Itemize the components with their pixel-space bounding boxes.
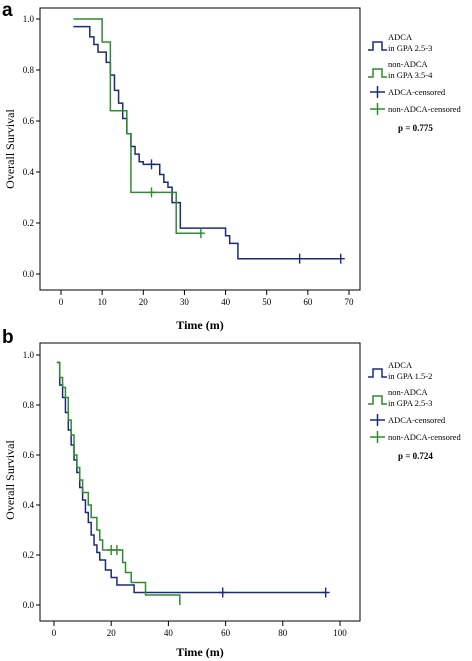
legend-b-line1-sublabel: in GPA 1.5-2 [388, 371, 432, 381]
panel-b-xlabel: Time (m) [176, 645, 223, 659]
legend-line-nonadca-a [368, 68, 387, 78]
legend-a-line2-label: non-ADCA [388, 59, 429, 69]
y-tick-label-b: 0.0 [23, 600, 35, 610]
y-tick-label-b: 0.2 [23, 550, 34, 560]
x-tick-label-b: 0 [52, 628, 57, 638]
censor-mark-adca-a [336, 253, 345, 264]
legend-censor-adca-a [370, 86, 385, 98]
legend-line-adca-b [368, 368, 387, 378]
censor-mark-nonadca-a [147, 187, 156, 198]
y-tick-label-a: 0.2 [23, 218, 34, 228]
survival-curve-nonadca-a [73, 18, 201, 234]
panel-b-ylabel: Overall Survival [3, 440, 17, 520]
panel-a-series [73, 18, 345, 264]
legend-line-adca-a [368, 41, 387, 51]
panel-a-frame [39, 7, 361, 291]
survival-curve-nonadca-b [56, 361, 181, 605]
x-tick-label-a: 50 [262, 297, 272, 307]
panel-b: b Overall Survival Time (m) 0 20 40 60 80 100… [2, 327, 461, 659]
y-tick-label-b: 1.0 [23, 350, 35, 360]
y-tick-label-b: 0.4 [23, 500, 35, 510]
panel-a-xlabel: Time (m) [176, 318, 223, 332]
y-tick-label-a: 1.0 [23, 14, 35, 24]
legend-b-line2-sublabel: in GPA 2.5-3 [388, 398, 432, 408]
panel-a-pvalue: p = 0.775 [398, 123, 433, 133]
panel-a-ylabel: Overall Survival [3, 109, 17, 189]
legend-b-line2-label: non-ADCA [388, 387, 429, 397]
x-tick-label-b: 60 [221, 628, 231, 638]
panel-a-ticks: 0 10 20 30 40 50 60 70 0.0 0.2 0.4 0.6 0.8 1.0 [23, 14, 354, 307]
panel-b-frame [39, 342, 361, 622]
legend-b-censor1-label: ADCA-censored [388, 415, 446, 425]
legend-a-line2-sublabel: in GPA 3.5-4 [388, 70, 433, 80]
panel-b-ticks: 0 20 40 60 80 100 0.0 0.2 0.4 0.6 0.8 1.0 [23, 350, 348, 638]
panel-a-legend: ADCA in GPA 2.5-3 non-ADCA in GPA 3.5-4 … [368, 32, 461, 133]
legend-censor-nonadca-b [370, 431, 385, 443]
legend-a-line1-sublabel: in GPA 2.5-3 [388, 43, 432, 53]
survival-curve-adca-a [73, 25, 341, 260]
censor-mark-nonadca-b [112, 545, 121, 555]
legend-b-line1-label: ADCA [388, 360, 413, 370]
legend-b-censor2-label: non-ADCA-censored [388, 432, 461, 442]
censor-mark-adca-a [147, 159, 156, 170]
x-tick-label-b: 100 [333, 628, 347, 638]
x-tick-label-b: 40 [164, 628, 174, 638]
legend-line-nonadca-b [368, 395, 387, 405]
legend-a-censor1-label: ADCA-censored [388, 87, 446, 97]
legend-censor-adca-b [370, 414, 385, 426]
panel-a-letter: a [2, 0, 13, 21]
legend-censor-nonadca-a [370, 103, 385, 115]
censor-mark-nonadca-a [196, 228, 205, 239]
x-tick-label-a: 10 [98, 297, 108, 307]
y-tick-label-a: 0.0 [23, 269, 35, 279]
panel-b-letter: b [2, 327, 14, 348]
panel-a: a Overall Survival Time (m) 0 10 20 30 40 50 6… [2, 0, 461, 332]
x-tick-label-a: 30 [180, 297, 190, 307]
panel-b-series [56, 361, 330, 605]
censor-mark-adca-b [321, 587, 330, 598]
censor-mark-adca-a [295, 253, 304, 264]
censor-mark-adca-b [218, 587, 227, 598]
y-tick-label-b: 0.6 [23, 450, 35, 460]
x-tick-label-a: 20 [139, 297, 149, 307]
x-tick-label-b: 80 [278, 628, 288, 638]
x-tick-label-b: 20 [107, 628, 117, 638]
panel-b-pvalue: p = 0.724 [398, 451, 433, 461]
y-tick-label-a: 0.8 [23, 65, 35, 75]
y-tick-label-a: 0.6 [23, 116, 35, 126]
legend-a-line1-label: ADCA [388, 32, 413, 42]
x-tick-label-a: 0 [59, 297, 64, 307]
x-tick-label-a: 60 [303, 297, 313, 307]
y-tick-label-a: 0.4 [23, 167, 35, 177]
legend-a-censor2-label: non-ADCA-censored [388, 104, 461, 114]
x-tick-label-a: 70 [345, 297, 355, 307]
y-tick-label-b: 0.8 [23, 400, 35, 410]
survival-curve-adca-b [56, 361, 326, 594]
x-tick-label-a: 40 [221, 297, 231, 307]
panel-b-legend: ADCA in GPA 1.5-2 non-ADCA in GPA 2.5-3 … [368, 360, 461, 461]
